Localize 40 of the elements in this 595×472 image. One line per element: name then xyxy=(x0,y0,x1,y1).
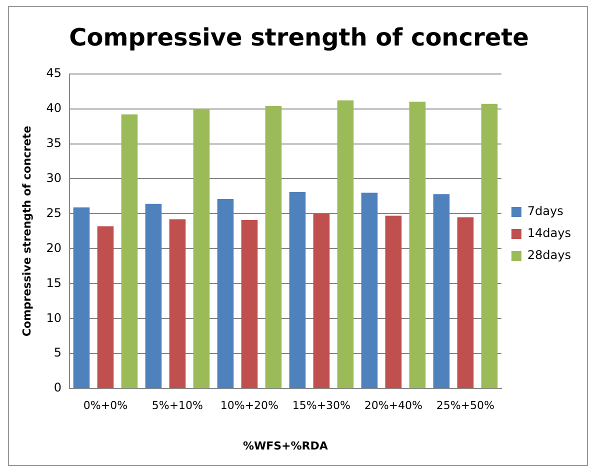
y-tick-label: 15 xyxy=(46,276,62,290)
bar xyxy=(289,192,306,388)
y-tick-label: 0 xyxy=(54,380,62,395)
x-tick-label: 20%+40% xyxy=(364,399,422,412)
y-tick-label: 25 xyxy=(46,206,62,220)
bar xyxy=(457,217,474,388)
x-tick-label: 5%+10% xyxy=(152,399,204,412)
bar xyxy=(241,220,258,388)
bar xyxy=(337,100,354,388)
bar xyxy=(169,219,186,388)
y-tick-label: 30 xyxy=(46,170,62,185)
bar xyxy=(409,102,426,388)
bar xyxy=(361,192,378,388)
bar xyxy=(145,204,162,388)
bar xyxy=(121,114,138,388)
x-tick-label: 0%+0% xyxy=(83,399,128,412)
legend-label: 14days xyxy=(527,226,571,240)
bar xyxy=(193,108,210,388)
legend-label: 7days xyxy=(527,204,564,218)
x-tick-label: 15%+30% xyxy=(292,399,350,412)
bar xyxy=(265,106,282,388)
bar xyxy=(313,214,330,388)
y-tick-label: 20 xyxy=(46,240,62,255)
bar xyxy=(73,207,90,388)
y-tick-label: 35 xyxy=(46,136,62,150)
legend-label: 28days xyxy=(527,248,571,262)
x-axis-title: %WFS+%RDA xyxy=(242,439,328,452)
chart-title: Compressive strength of concrete xyxy=(69,24,529,52)
bar xyxy=(481,104,498,388)
y-tick-label: 5 xyxy=(54,346,62,360)
y-tick-label: 45 xyxy=(46,66,62,80)
y-tick-label: 10 xyxy=(46,310,62,325)
bar xyxy=(217,199,234,388)
bar xyxy=(433,194,450,388)
x-tick-label: 10%+20% xyxy=(220,399,279,412)
bar xyxy=(97,226,114,388)
x-tick-label: 25%+50% xyxy=(436,399,494,412)
y-tick-label: 40 xyxy=(46,100,62,115)
y-axis-title: Compressive strength of concrete xyxy=(20,126,34,337)
bar xyxy=(385,216,402,388)
